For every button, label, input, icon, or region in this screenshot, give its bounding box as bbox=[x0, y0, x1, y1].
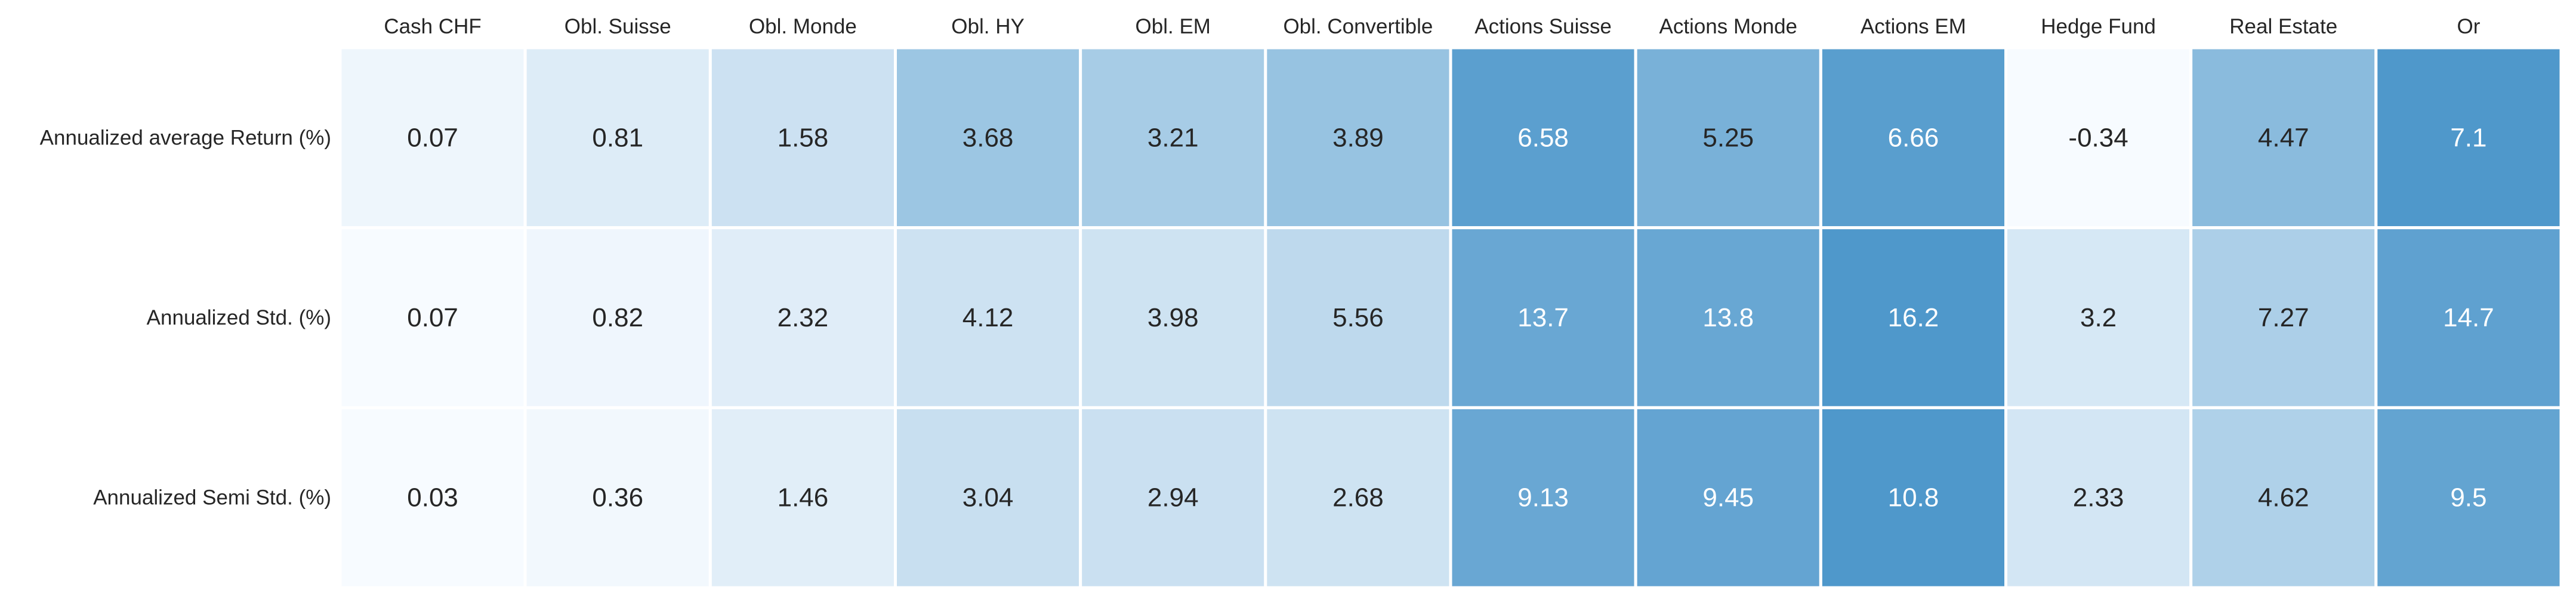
heatmap-cell bbox=[2189, 406, 2378, 589]
column-label: Real Estate bbox=[2229, 15, 2337, 38]
cell-value-label: 2.33 bbox=[2073, 483, 2124, 513]
column-label: Or bbox=[2457, 15, 2480, 38]
cell-value-label: 0.82 bbox=[592, 303, 643, 332]
heatmap-cell bbox=[1819, 226, 2007, 409]
cell-value-label: 9.5 bbox=[2450, 483, 2486, 513]
cell-value-label: -0.34 bbox=[2068, 123, 2128, 152]
row-label: Annualized average Return (%) bbox=[40, 126, 331, 149]
cell-value-label: 2.32 bbox=[778, 303, 829, 332]
heatmap-cell bbox=[1079, 406, 1267, 589]
heatmap-cell bbox=[1264, 46, 1452, 230]
cell-value-label: 0.36 bbox=[592, 483, 643, 513]
column-label: Obl. Suisse bbox=[564, 15, 671, 38]
cell-value-label: 0.03 bbox=[407, 483, 458, 513]
cell-value-label: 16.2 bbox=[1888, 303, 1939, 332]
cell-value-label: 1.58 bbox=[778, 123, 829, 152]
heatmap-cell bbox=[708, 406, 897, 589]
heatmap-cell bbox=[2004, 226, 2193, 409]
cell-value-label: 3.21 bbox=[1147, 123, 1199, 152]
cell-value-label: 3.2 bbox=[2080, 303, 2117, 332]
heatmap-cell bbox=[523, 226, 712, 409]
cell-value-label: 5.56 bbox=[1332, 303, 1384, 332]
cell-value-label: 6.66 bbox=[1888, 123, 1939, 152]
column-label: Cash CHF bbox=[384, 15, 481, 38]
column-label: Actions Suisse bbox=[1474, 15, 1612, 38]
cell-value-label: 2.94 bbox=[1147, 483, 1199, 513]
cell-value-label: 14.7 bbox=[2443, 303, 2494, 332]
cell-value-label: 4.12 bbox=[962, 303, 1014, 332]
row-labels: Annualized average Return (%) Annualized … bbox=[40, 126, 331, 509]
heatmap-cell bbox=[2004, 46, 2193, 230]
row-label: Annualized Semi Std. (%) bbox=[93, 486, 331, 510]
column-label: Hedge Fund bbox=[2041, 15, 2156, 38]
cell-value-label: 3.89 bbox=[1332, 123, 1384, 152]
cell-value-label: 0.07 bbox=[407, 123, 458, 152]
cell-value-label: 5.25 bbox=[1702, 123, 1754, 152]
heatmap-cell bbox=[1449, 406, 1637, 589]
cell-value-label: 4.62 bbox=[2258, 483, 2309, 513]
cell-value-label: 6.58 bbox=[1517, 123, 1569, 152]
cell-value-label: 3.98 bbox=[1147, 303, 1199, 332]
heatmap-cell bbox=[894, 226, 1082, 409]
heatmap-cell-labels: 0.07 0.81 1.58 3.68 3.21 3.89 6.58 5.25 6.66 -0.3… bbox=[407, 123, 2494, 512]
heatmap-cell bbox=[2374, 46, 2563, 230]
cell-value-label: 7.1 bbox=[2450, 123, 2486, 152]
cell-value-label: 4.47 bbox=[2258, 123, 2309, 152]
cell-value-label: 10.8 bbox=[1888, 483, 1939, 513]
row-label: Annualized Std. (%) bbox=[147, 306, 331, 329]
column-label: Obl. EM bbox=[1136, 15, 1211, 38]
heatmap-cell bbox=[523, 46, 712, 230]
cell-value-label: 2.68 bbox=[1332, 483, 1384, 513]
cell-value-label: 9.45 bbox=[1702, 483, 1754, 513]
heatmap-cell bbox=[2004, 406, 2193, 589]
heatmap-cell bbox=[894, 406, 1082, 589]
cell-value-label: 7.27 bbox=[2258, 303, 2309, 332]
cell-value-label: 13.7 bbox=[1517, 303, 1569, 332]
cell-value-label: 3.04 bbox=[962, 483, 1014, 513]
heatmap-cells bbox=[338, 46, 2563, 589]
heatmap-cell bbox=[1449, 226, 1637, 409]
heatmap-cell bbox=[1079, 226, 1267, 409]
heatmap-cell bbox=[1264, 226, 1452, 409]
heatmap-cell bbox=[1634, 46, 1822, 230]
heatmap-cell bbox=[2189, 226, 2378, 409]
heatmap-cell bbox=[1634, 226, 1822, 409]
heatmap-cell bbox=[708, 46, 897, 230]
cell-value-label: 0.07 bbox=[407, 303, 458, 332]
heatmap-cell bbox=[2374, 226, 2563, 409]
cell-value-label: 13.8 bbox=[1702, 303, 1754, 332]
cell-value-label: 3.68 bbox=[962, 123, 1014, 152]
column-label: Actions Monde bbox=[1659, 15, 1797, 38]
cell-value-label: 9.13 bbox=[1517, 483, 1569, 513]
heatmap-cell bbox=[338, 46, 527, 230]
cell-value-label: 0.81 bbox=[592, 123, 643, 152]
heatmap-cell bbox=[2374, 406, 2563, 589]
column-label: Obl. HY bbox=[951, 15, 1025, 38]
cell-value-label: 1.46 bbox=[778, 483, 829, 513]
column-label: Actions EM bbox=[1861, 15, 1966, 38]
column-label: Obl. Convertible bbox=[1283, 15, 1433, 38]
heatmap-cell bbox=[338, 406, 527, 589]
column-labels: Cash CHF Obl. Suisse Obl. Monde Obl. HY Obl.… bbox=[384, 15, 2480, 38]
column-label: Obl. Monde bbox=[749, 15, 857, 38]
